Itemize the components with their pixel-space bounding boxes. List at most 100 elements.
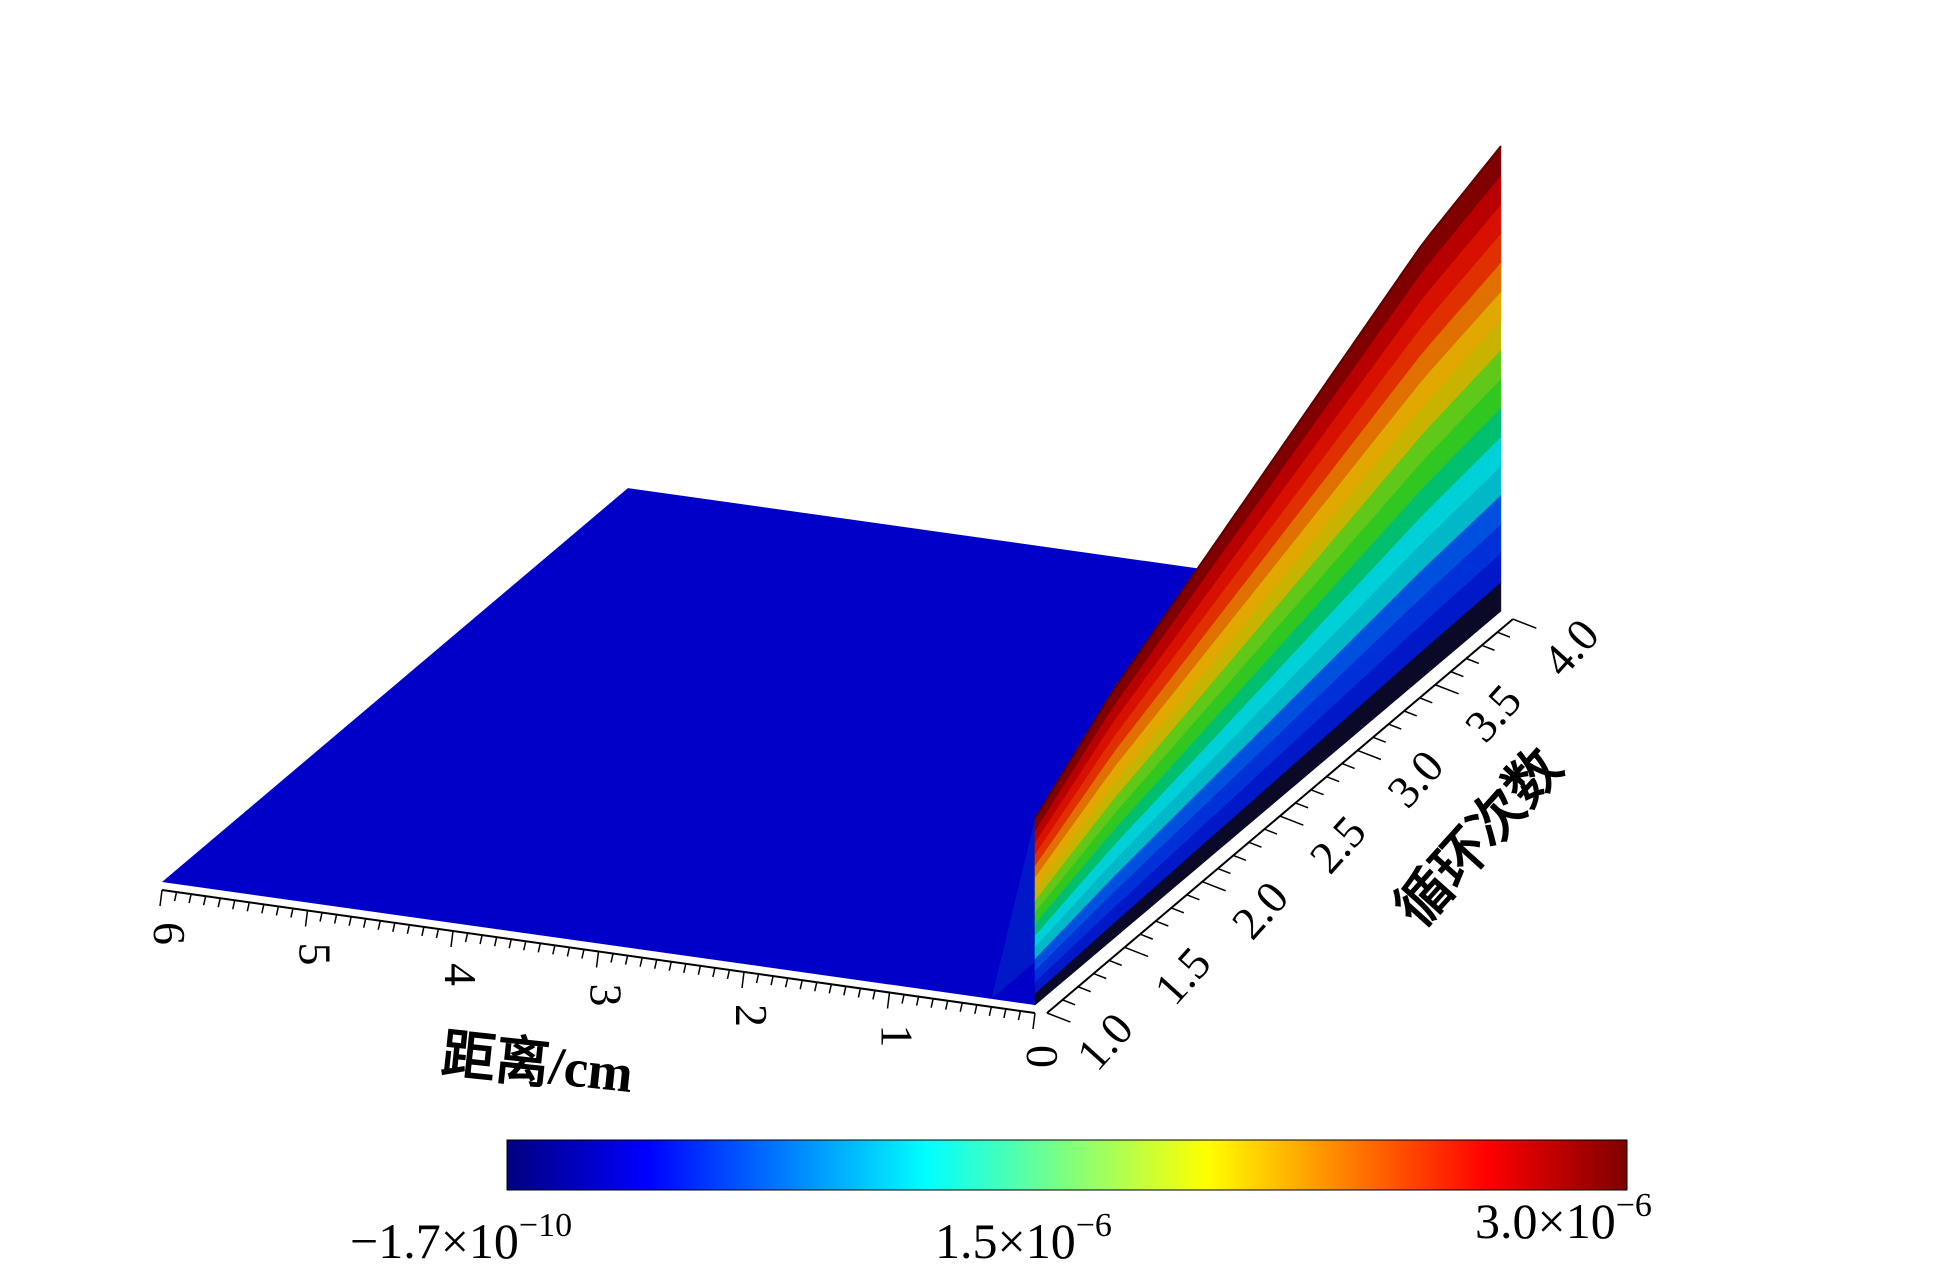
x-tick-mark — [493, 936, 498, 947]
y-tick-label: 1.0 — [1067, 1003, 1143, 1080]
x-tick-mark — [697, 965, 702, 976]
x-tick-mark — [784, 977, 789, 988]
x-tick-mark — [450, 930, 454, 948]
x-tick-mark — [974, 1004, 978, 1014]
y-tick-mark — [1310, 789, 1324, 796]
colorbar: −1.7×10−10 1.5×10−6 3.0×10−6 — [350, 1139, 1652, 1266]
y-tick-mark — [1419, 697, 1433, 704]
x-tick-mark — [406, 924, 411, 935]
x-tick-mark — [901, 994, 905, 1004]
y-tick-mark — [1186, 894, 1200, 901]
y-tick-mark — [1466, 657, 1480, 665]
y-tick-mark — [1062, 999, 1076, 1006]
x-tick-mark — [188, 893, 192, 904]
x-tick-mark — [246, 902, 251, 912]
x-tick-mark — [610, 953, 614, 963]
x-tick-mark — [523, 941, 527, 951]
y-tick-mark — [1512, 618, 1537, 629]
y-tick-mark — [1077, 986, 1091, 993]
y-tick-mark — [1155, 920, 1169, 927]
x-tick-mark — [319, 912, 323, 922]
x-tick-mark — [857, 988, 862, 998]
y-tick-label: 1.5 — [1144, 937, 1220, 1014]
x-tick-mark — [435, 928, 440, 939]
y-tick-mark — [1217, 867, 1231, 875]
x-tick-mark — [1003, 1008, 1007, 1019]
x-tick-mark — [464, 932, 469, 943]
x-tick-mark — [392, 922, 396, 932]
x-tick-mark — [232, 900, 236, 910]
x-tick-mark — [828, 984, 833, 994]
x-tick-mark — [683, 963, 687, 973]
x-tick-mark — [930, 998, 934, 1008]
x-tick-mark — [566, 947, 571, 957]
x-tick-mark — [159, 889, 163, 907]
y-tick-mark — [1497, 631, 1511, 638]
y-tick-mark — [1403, 710, 1418, 717]
x-tick-mark — [741, 971, 745, 989]
y-tick-mark — [1481, 644, 1495, 651]
colorbar-max-label: 3.0×10−6 — [1475, 1187, 1652, 1249]
x-tick-mark — [1032, 1012, 1036, 1030]
y-tick-label: 2.0 — [1222, 872, 1298, 949]
x-tick-mark — [624, 955, 629, 965]
x-tick-mark — [581, 949, 585, 959]
x-tick-label: 2 — [726, 1004, 777, 1027]
x-tick-label: 1 — [872, 1025, 923, 1048]
y-tick-label: 2.5 — [1299, 806, 1375, 883]
y-tick-mark — [1248, 841, 1262, 848]
x-tick-mark — [595, 951, 600, 968]
x-tick-label: 0 — [1017, 1045, 1068, 1068]
x-tick-mark — [173, 891, 178, 902]
x-tick-mark — [886, 992, 891, 1009]
y-tick-label: 4.0 — [1532, 609, 1608, 686]
y-tick-mark — [1233, 854, 1247, 862]
x-tick-mark — [770, 975, 774, 986]
x-tick-mark — [479, 934, 483, 945]
x-tick-mark — [843, 986, 847, 996]
y-tick-mark — [1372, 736, 1387, 743]
y-tick-mark — [1046, 1012, 1071, 1023]
y-tick-mark — [1264, 828, 1278, 835]
x-tick-mark — [915, 996, 920, 1006]
y-tick-mark — [1124, 946, 1149, 958]
y-tick-mark — [1357, 749, 1382, 761]
x-tick-mark — [726, 969, 731, 980]
x-tick-mark — [275, 906, 280, 916]
x-tick-mark — [639, 957, 643, 967]
x-tick-mark — [261, 904, 265, 914]
x-tick-mark — [508, 939, 512, 949]
x-tick-mark — [959, 1002, 963, 1012]
y-tick-mark — [1388, 723, 1402, 730]
y-tick-mark — [1279, 815, 1304, 826]
y-tick-mark — [1341, 762, 1355, 770]
y-tick-mark — [1139, 933, 1154, 940]
x-tick-mark — [202, 895, 207, 906]
x-tick-mark — [755, 973, 760, 984]
peak-ridge — [991, 145, 1502, 1006]
x-tick-mark — [217, 898, 221, 908]
x-tick-mark — [653, 959, 658, 969]
y-tick-mark — [1295, 802, 1309, 809]
y-tick-mark — [1093, 972, 1107, 980]
x-tick-mark — [290, 908, 294, 918]
y-tick-mark — [1170, 907, 1185, 914]
x-tick-mark — [872, 990, 876, 1000]
x-tick-label: 6 — [144, 922, 195, 945]
y-tick-label: 3.5 — [1455, 675, 1531, 752]
y-tick-mark — [1108, 959, 1122, 967]
x-tick-mark — [333, 914, 338, 924]
x-tick-mark — [1017, 1010, 1022, 1021]
ridge-top-edge — [1034, 145, 1502, 820]
y-tick-label: 3.0 — [1377, 740, 1453, 817]
colorbar-mid-label: 1.5×10−6 — [935, 1207, 1112, 1266]
x-tick-label: 5 — [290, 943, 341, 966]
x-tick-mark — [304, 910, 309, 927]
x-tick-mark — [421, 926, 425, 937]
x-tick-mark — [944, 1000, 949, 1010]
x-tick-label: 3 — [581, 984, 632, 1007]
y-tick-mark — [1202, 881, 1226, 892]
colorbar-min-label: −1.7×10−10 — [350, 1207, 572, 1266]
x-tick-mark — [552, 945, 556, 955]
